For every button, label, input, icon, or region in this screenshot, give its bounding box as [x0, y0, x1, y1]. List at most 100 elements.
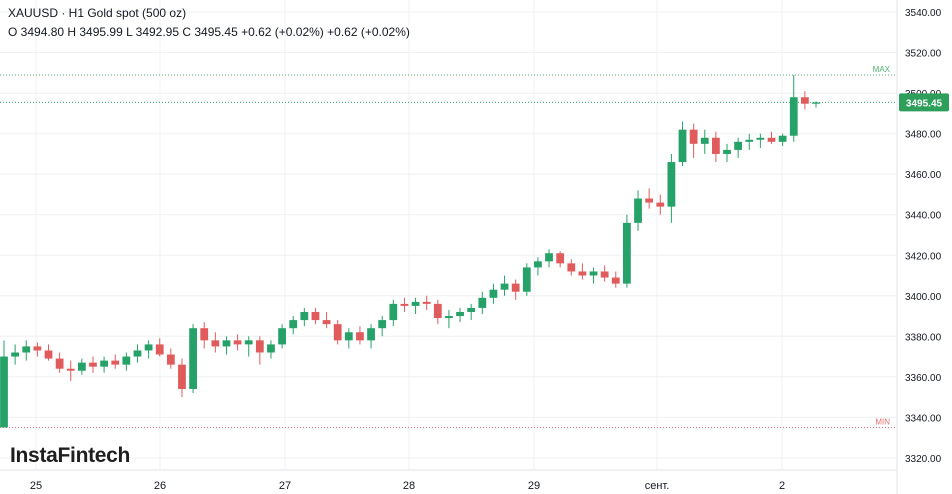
candle-body: [589, 271, 598, 276]
candle: [745, 133, 754, 150]
candle: [578, 263, 587, 280]
candle: [289, 316, 298, 335]
candle-body: [378, 320, 387, 329]
candle-body: [311, 311, 320, 321]
candle-body: [44, 350, 53, 359]
x-axis: 25 26 27 28 29 сент. 2: [0, 469, 897, 492]
candle-body: [812, 102, 820, 104]
y-tick-label: 3400.00: [905, 292, 942, 303]
x-tick-label: 28: [403, 480, 415, 492]
y-tick-label: 3520.00: [905, 49, 942, 60]
candle: [534, 257, 542, 276]
candle-body: [734, 141, 743, 150]
candle-body: [511, 283, 520, 292]
candle-body: [344, 332, 353, 341]
candle: [711, 131, 720, 163]
candle: [244, 336, 253, 357]
y-tick-label: 3340.00: [905, 413, 942, 424]
candle: [300, 307, 309, 327]
candle-body: [756, 137, 765, 140]
y-tick-label: 3420.00: [905, 251, 942, 262]
candle-body: [745, 139, 754, 142]
candle: [522, 263, 531, 296]
candle-body: [645, 198, 654, 203]
candle: [189, 324, 197, 394]
candle: [222, 336, 231, 355]
candle: [667, 153, 676, 223]
candle-body: [356, 332, 364, 341]
candle-body: [22, 346, 31, 353]
candle-body: [689, 129, 698, 144]
candle-body: [133, 350, 142, 357]
candle: [378, 316, 387, 337]
candle-body: [800, 97, 809, 104]
candle: [723, 143, 731, 163]
candle-body: [278, 328, 286, 345]
candle: [367, 324, 375, 349]
candle-body: [367, 328, 375, 341]
candle: [789, 74, 798, 142]
candle: [344, 328, 353, 349]
candle-body: [289, 320, 298, 329]
candle: [89, 356, 97, 373]
candle-body: [534, 261, 542, 268]
candle-body: [189, 328, 197, 389]
candle-body: [77, 362, 86, 371]
candle-body: [389, 303, 398, 321]
candle: [255, 336, 264, 365]
candle-body: [578, 271, 587, 276]
candle-body: [789, 97, 798, 136]
candle: [489, 283, 498, 304]
y-tick-label: 3360.00: [905, 373, 942, 384]
candle-body: [100, 360, 109, 367]
candle-body: [478, 297, 487, 308]
candle: [100, 356, 109, 373]
candle-body: [611, 277, 620, 284]
candle-body: [567, 263, 576, 272]
x-tick-label: 2: [779, 480, 785, 492]
candle-body: [422, 301, 431, 304]
candle-body: [667, 162, 676, 207]
candle-body: [122, 356, 131, 365]
candle-body: [778, 135, 787, 142]
candle-body: [634, 198, 642, 223]
y-tick-label: 3480.00: [905, 130, 942, 141]
candle-body: [211, 340, 220, 347]
candle-body: [400, 303, 409, 306]
candle: [111, 354, 120, 369]
candle: [445, 309, 453, 329]
candles: [0, 74, 820, 428]
candle-body: [767, 137, 776, 142]
candle: [200, 322, 209, 349]
candle: [333, 320, 342, 345]
candle: [278, 324, 286, 349]
candle: [322, 311, 331, 329]
candle: [211, 332, 220, 353]
candle: [778, 133, 787, 146]
candle: [700, 129, 709, 154]
candle: [233, 334, 242, 351]
candle: [0, 340, 8, 428]
candle-body: [0, 356, 8, 428]
candle: [311, 307, 320, 325]
candle-body: [144, 344, 153, 351]
candle-body: [200, 328, 209, 341]
candle: [44, 344, 53, 361]
candle: [600, 265, 609, 282]
candle-body: [333, 324, 342, 341]
candle: [422, 295, 431, 310]
y-axis: 3320.00 3340.00 3360.00 3380.00 3400.00 3420.…: [896, 0, 949, 494]
candle-body: [700, 137, 709, 144]
candle: [356, 326, 364, 345]
candle: [456, 307, 464, 323]
ohlc-readout: O 3494.80 H 3495.99 L 3492.95 C 3495.45 …: [8, 25, 410, 39]
candle-body: [411, 301, 420, 306]
x-tick-label: сент.: [645, 480, 670, 492]
candle: [144, 340, 153, 359]
min-label: MIN: [875, 417, 890, 426]
candle: [33, 342, 42, 357]
grid: [0, 0, 897, 470]
last-price-tag: [899, 93, 949, 112]
